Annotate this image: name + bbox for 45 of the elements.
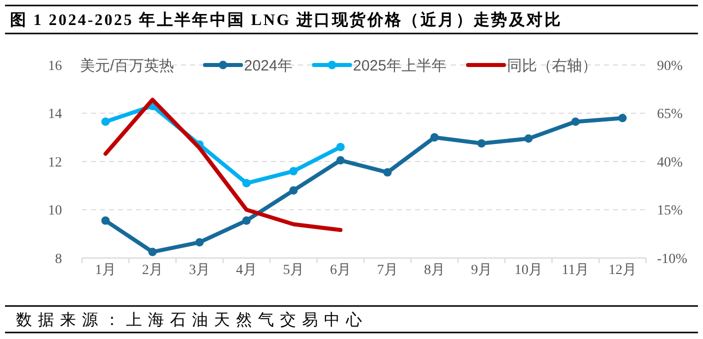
point — [524, 134, 533, 143]
x-tick-label: 5月 — [283, 263, 304, 278]
x-tick-label: 10月 — [514, 263, 542, 278]
point — [430, 133, 439, 142]
y-tick-label: 10 — [48, 204, 62, 219]
point — [289, 166, 298, 176]
point — [477, 139, 486, 148]
y2-tick-label: -10% — [657, 252, 688, 267]
point — [195, 238, 204, 247]
point — [101, 117, 110, 126]
point — [336, 142, 345, 152]
x-tick-label: 7月 — [377, 263, 398, 278]
y2-tick-label: 15% — [657, 204, 683, 219]
point — [336, 156, 345, 164]
x-tick-label: 3月 — [189, 263, 210, 278]
x-tick-label: 1月 — [95, 263, 116, 278]
x-tick-label: 12月 — [608, 263, 636, 278]
legend-label: 2025年上半年 — [353, 57, 446, 74]
y-tick-label: 12 — [48, 155, 62, 170]
source-note: 数据来源：上海石油天然气交易中心 — [16, 311, 368, 329]
point — [148, 248, 157, 256]
line-series — [104, 98, 342, 232]
legend-label: 同比（右轴） — [507, 57, 597, 74]
y2-tick-label: 90% — [657, 58, 683, 74]
point — [618, 114, 627, 122]
y-tick-label: 8 — [55, 252, 62, 267]
x-tick-label: 11月 — [562, 263, 590, 278]
point — [242, 216, 251, 225]
point — [242, 179, 251, 188]
y2-tick-label: 65% — [657, 107, 683, 122]
point — [101, 216, 110, 225]
x-tick-label: 4月 — [236, 263, 257, 278]
y-axis-title: 美元/百万英热 — [80, 57, 174, 74]
point — [571, 117, 580, 126]
x-tick-label: 8月 — [424, 263, 445, 278]
point — [289, 186, 298, 195]
chart-title: 图 1 2024-2025 年上半年中国 LNG 进口现货价格（近月）走势及对比 — [10, 11, 562, 29]
x-tick-label: 2月 — [142, 263, 163, 278]
point — [383, 168, 392, 177]
x-tick-label: 6月 — [330, 263, 351, 278]
y2-tick-label: 40% — [657, 155, 683, 170]
x-tick-label: 9月 — [471, 263, 492, 278]
legend-label: 2024年 — [244, 57, 292, 74]
y-tick-label: 16 — [48, 58, 62, 74]
y-tick-label: 14 — [48, 107, 62, 122]
